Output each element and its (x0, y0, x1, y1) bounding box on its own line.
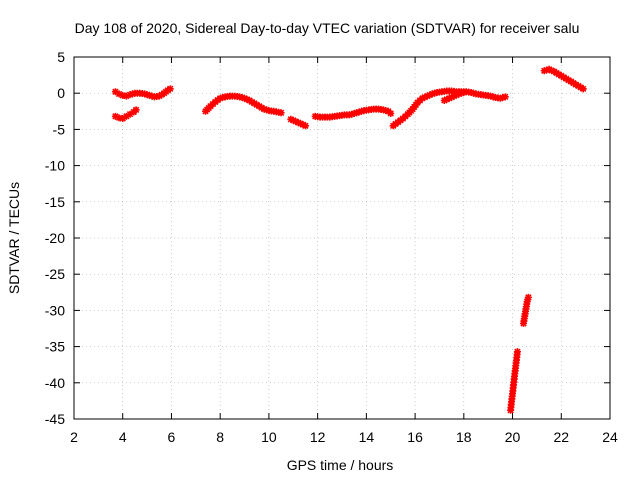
x-tick-label: 20 (505, 429, 521, 445)
y-tick-label: 5 (57, 49, 65, 65)
data-point (387, 109, 395, 117)
series-arc-5 (311, 105, 395, 121)
x-tick-label: 2 (70, 429, 78, 445)
data-point (277, 109, 285, 117)
y-tick-label: -10 (45, 158, 65, 174)
y-tick-label: -35 (45, 339, 65, 355)
y-tick-label: -15 (45, 194, 65, 210)
x-tick-label: 16 (407, 429, 423, 445)
data-point (294, 119, 302, 127)
x-axis-label: GPS time / hours (287, 457, 394, 473)
y-tick-label: -45 (45, 411, 65, 427)
y-tick-label: -40 (45, 375, 65, 391)
y-tick-label: -30 (45, 302, 65, 318)
x-tick-label: 22 (553, 429, 569, 445)
data-point (122, 112, 130, 120)
x-tick-label: 10 (261, 429, 277, 445)
data-point (579, 85, 587, 93)
x-tick-label: 14 (359, 429, 375, 445)
series-arc-7 (440, 88, 468, 104)
y-tick-label: -5 (53, 121, 66, 137)
data-point (524, 293, 532, 301)
tick-layer (73, 56, 611, 420)
data-point (115, 90, 123, 98)
data-point (115, 114, 123, 122)
data-point (418, 94, 426, 102)
data-point (421, 93, 429, 101)
data-point (122, 92, 130, 100)
grid-layer (74, 57, 610, 419)
series-arc-1 (111, 85, 174, 101)
y-tick-label: -25 (45, 266, 65, 282)
x-tick-label: 12 (310, 429, 326, 445)
series-arc-8 (540, 65, 587, 93)
chart-title: Day 108 of 2020, Sidereal Day-to-day VTE… (75, 20, 580, 36)
data-point (241, 94, 249, 102)
data-point (301, 122, 309, 130)
data-point (111, 112, 119, 120)
x-tick-label: 6 (168, 429, 176, 445)
series-arc-2 (111, 106, 140, 123)
x-tick-labels: 2 4 6 8 10 12 14 16 18 20 22 24 (70, 429, 618, 445)
data-point (126, 110, 134, 118)
data-point (440, 96, 448, 104)
y-axis-label: SDTVAR / TECUs (6, 182, 22, 294)
data-point (548, 66, 556, 74)
data-point (299, 121, 307, 129)
data-point (545, 65, 553, 73)
series-arc-6 (389, 87, 509, 130)
data-point (426, 91, 434, 99)
data-point (292, 117, 300, 125)
data-point (289, 116, 297, 124)
data-point (450, 92, 458, 100)
data-point (443, 95, 451, 103)
data-point (501, 93, 509, 101)
data-point (119, 91, 127, 99)
data-point (423, 92, 431, 100)
y-tick-label: 0 (57, 85, 65, 101)
data-layer (111, 65, 587, 414)
data-point (448, 93, 456, 101)
series-arc-4 (287, 115, 309, 130)
data-point (287, 115, 295, 123)
series-arc-3 (202, 92, 285, 117)
data-point (297, 120, 305, 128)
x-tick-label: 18 (456, 429, 472, 445)
data-point (453, 91, 461, 99)
y-tick-label: -20 (45, 230, 65, 246)
data-point (513, 348, 521, 356)
x-tick-label: 24 (602, 429, 618, 445)
data-point (166, 85, 174, 93)
data-point (132, 106, 140, 114)
x-tick-label: 4 (119, 429, 127, 445)
data-point (243, 95, 251, 103)
data-point (119, 115, 127, 123)
data-point (111, 88, 119, 96)
series-arc-9 (507, 348, 521, 414)
data-point (445, 94, 453, 102)
y-tick-labels: 5 0 -5 -10 -15 -20 -25 -30 -35 -40 -45 (45, 49, 65, 427)
data-point (460, 88, 468, 96)
x-tick-label: 8 (216, 429, 224, 445)
series-arc-10 (520, 293, 532, 327)
